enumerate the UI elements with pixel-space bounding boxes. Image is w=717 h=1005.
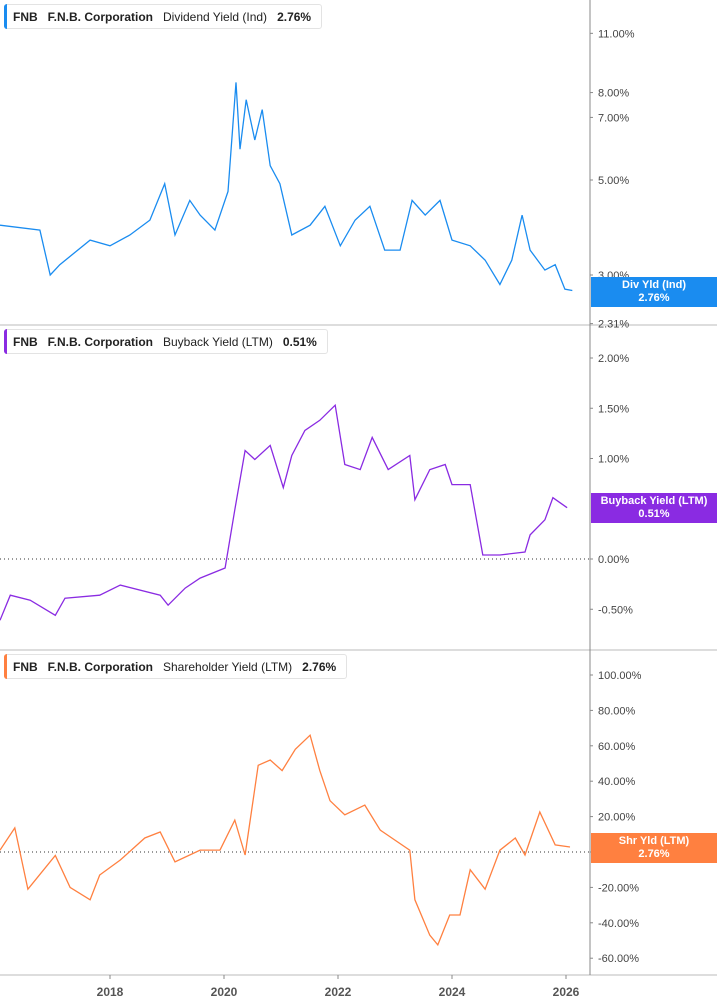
metric-value: 2.76%	[302, 659, 337, 674]
metric-value: 0.51%	[282, 334, 317, 349]
last-value-badge-dividend: Div Yld (Ind) 2.76%	[591, 277, 717, 307]
badge-value: 2.76%	[638, 292, 670, 304]
x-tick-label: 2026	[553, 985, 580, 999]
y-tick-label: 8.00%	[598, 88, 629, 100]
badge-label: Shr Yld (LTM)	[618, 835, 690, 847]
y-tick-label: -20.00%	[598, 882, 639, 894]
badge-label: Buyback Yield (LTM)	[600, 495, 708, 507]
company-name: F.N.B. Corporation	[47, 334, 153, 349]
y-tick-label: 0.00%	[598, 554, 629, 566]
y-tick-label: 5.00%	[598, 175, 629, 187]
metric-name: Dividend Yield (Ind)	[163, 9, 268, 24]
ticker: FNB	[13, 659, 38, 674]
y-tick-label: -60.00%	[598, 953, 639, 965]
y-tick-label: 80.00%	[598, 705, 636, 717]
series-line-0	[0, 82, 573, 292]
ticker: FNB	[13, 9, 38, 24]
company-name: F.N.B. Corporation	[47, 659, 153, 674]
y-tick-label: -40.00%	[598, 918, 639, 930]
series-line-1	[0, 403, 568, 621]
series-color-bar	[4, 4, 7, 29]
x-tick-label: 2024	[439, 985, 466, 999]
metric-name: Buyback Yield (LTM)	[163, 334, 273, 349]
legend-buyback-yield[interactable]: FNB F.N.B. Corporation Buyback Yield (LT…	[4, 329, 328, 354]
series-color-bar	[4, 329, 7, 354]
y-tick-label: 11.00%	[598, 28, 635, 40]
badge-value: 0.51%	[638, 508, 670, 520]
y-tick-label: 2.31%	[598, 319, 629, 331]
y-tick-label: 1.00%	[598, 454, 629, 466]
legend-dividend-yield[interactable]: FNB F.N.B. Corporation Dividend Yield (I…	[4, 4, 323, 29]
last-value-badge-shareholder: Shr Yld (LTM) 2.76%	[591, 833, 717, 863]
y-tick-label: 2.00%	[598, 353, 629, 365]
y-tick-label: 60.00%	[598, 741, 636, 753]
legend-shareholder-yield[interactable]: FNB F.N.B. Corporation Shareholder Yield…	[4, 654, 348, 679]
badge-value: 2.76%	[638, 848, 670, 860]
x-tick-label: 2018	[97, 985, 124, 999]
y-tick-label: 100.00%	[598, 670, 642, 682]
ticker: FNB	[13, 334, 38, 349]
y-tick-label: 20.00%	[598, 812, 636, 824]
y-tick-label: 7.00%	[598, 112, 629, 124]
metric-name: Shareholder Yield (LTM)	[163, 659, 293, 674]
badge-label: Div Yld (Ind)	[622, 279, 686, 291]
series-color-bar	[4, 654, 7, 679]
series-line-2	[0, 733, 571, 947]
y-tick-label: 40.00%	[598, 776, 636, 788]
y-tick-label: 1.50%	[598, 403, 629, 415]
x-tick-label: 2022	[325, 985, 352, 999]
last-value-badge-buyback: Buyback Yield (LTM) 0.51%	[591, 493, 717, 523]
metric-value: 2.76%	[277, 9, 312, 24]
company-name: F.N.B. Corporation	[47, 9, 153, 24]
x-tick-label: 2020	[211, 985, 238, 999]
y-tick-label: -0.50%	[598, 604, 633, 616]
